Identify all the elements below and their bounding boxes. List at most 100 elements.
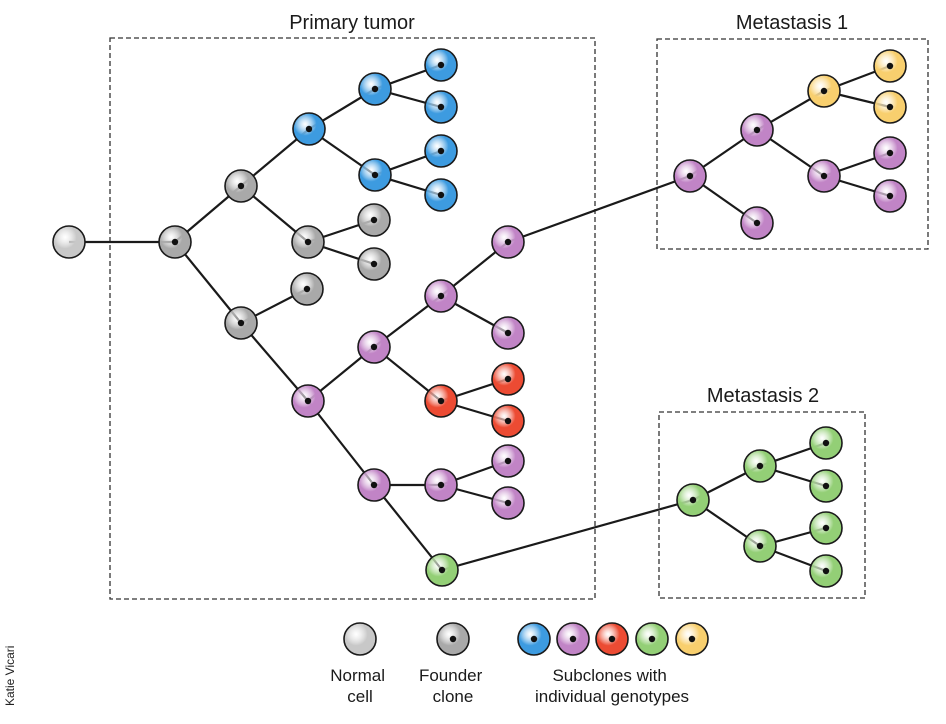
cell-green-m2e: [809, 469, 843, 503]
legend-subclone-blue-nucleus: [530, 635, 538, 643]
cell-yellow-y3-nucleus: [886, 103, 894, 111]
cell-blue-b3-nucleus: [371, 171, 379, 179]
cell-founder-g5-nucleus: [370, 260, 378, 268]
cell-purple-p3: [357, 468, 391, 502]
legend-subclone-purple-nucleus: [569, 635, 577, 643]
cell-green-gr0-nucleus: [438, 566, 446, 574]
cell-green-m2d-nucleus: [822, 439, 830, 447]
legend-subclone-green: [635, 622, 669, 656]
cell-founder-g4-nucleus: [237, 319, 245, 327]
edge-f0-g4: [174, 241, 242, 324]
cell-green-m2f: [809, 511, 843, 545]
metastasis-1-title: Metastasis 1: [736, 12, 848, 34]
cell-green-m2g: [809, 554, 843, 588]
cell-purple-p2: [357, 330, 391, 364]
cell-green-m2e-nucleus: [822, 482, 830, 490]
cell-red-r3-nucleus: [504, 417, 512, 425]
cell-blue-b2: [358, 72, 392, 106]
cell-founder-g3-nucleus: [370, 216, 378, 224]
cell-blue-b1: [292, 112, 326, 146]
legend-subclone-blue: [517, 622, 551, 656]
cell-blue-b4: [424, 48, 458, 82]
cell-blue-b5: [424, 90, 458, 124]
cell-purple-p3-nucleus: [370, 481, 378, 489]
cell-purple-p4-nucleus: [437, 292, 445, 300]
cell-purple-m1e-nucleus: [886, 149, 894, 157]
cell-purple-p7: [424, 468, 458, 502]
cell-green-m2c: [743, 529, 777, 563]
edge-p5-m1a: [507, 174, 691, 244]
legend-subclone-yellow: [675, 622, 709, 656]
cell-green-m2a-nucleus: [689, 496, 697, 504]
edge-p1-p3: [307, 400, 375, 486]
cell-blue-b3: [358, 158, 392, 192]
cell-purple-p2-nucleus: [370, 343, 378, 351]
cell-purple-m1c-nucleus: [753, 219, 761, 227]
cell-green-m2d: [809, 426, 843, 460]
cell-blue-b1-nucleus: [305, 125, 313, 133]
cell-purple-p9: [491, 486, 525, 520]
cell-green-m2a: [676, 483, 710, 517]
cell-founder-g1: [224, 169, 258, 203]
cell-red-r1-nucleus: [437, 397, 445, 405]
metastasis-2-box: [658, 411, 866, 599]
cell-purple-p7-nucleus: [437, 481, 445, 489]
cell-founder-g6: [290, 272, 324, 306]
legend: [343, 622, 709, 656]
cell-founder-f0: [158, 225, 192, 259]
legend-founder-label: Founder clone: [419, 666, 487, 706]
cell-purple-m1d: [807, 159, 841, 193]
cell-founder-g2: [291, 225, 325, 259]
legend-founder-line-2: clone: [433, 687, 474, 706]
legend-normal-label: Normal cell: [330, 666, 390, 706]
metastasis-1-box: [656, 38, 929, 250]
cell-founder-g1-nucleus: [237, 182, 245, 190]
legend-subclones-line-1: Subclones with: [552, 666, 666, 685]
cell-blue-b6-nucleus: [437, 147, 445, 155]
cell-founder-g2-nucleus: [304, 238, 312, 246]
cell-red-r2: [491, 362, 525, 396]
cell-purple-p6-nucleus: [504, 329, 512, 337]
cell-purple-p1: [291, 384, 325, 418]
cell-founder-g4: [224, 306, 258, 340]
legend-founder-line-1: Founder: [419, 666, 483, 685]
edge-gr0-m2a: [441, 498, 694, 572]
cell-purple-m1b: [740, 113, 774, 147]
regions: Primary tumor Metastasis 1 Metastasis 2: [109, 12, 929, 600]
cell-green-m2g-nucleus: [822, 567, 830, 575]
primary-tumor-box: [109, 37, 596, 600]
cell-founder-g3: [357, 203, 391, 237]
legend-founder-cell: [436, 622, 470, 656]
cell-blue-b5-nucleus: [437, 103, 445, 111]
cell-purple-m1a: [673, 159, 707, 193]
cell-founder-g5: [357, 247, 391, 281]
cell-purple-p4: [424, 279, 458, 313]
cell-purple-m1d-nucleus: [820, 172, 828, 180]
image-credit: Katie Vicari: [3, 646, 17, 706]
cell-purple-p6: [491, 316, 525, 350]
legend-founder-cell-nucleus: [449, 635, 457, 643]
legend-labels: Normal cell Founder clone Subclones with…: [330, 666, 689, 706]
cells: [52, 48, 907, 588]
cell-yellow-y1: [807, 74, 841, 108]
cell-green-m2c-nucleus: [756, 542, 764, 550]
cell-green-m2b: [743, 449, 777, 483]
legend-subclones-line-2: individual genotypes: [535, 687, 689, 706]
edge-g4-p1: [240, 322, 309, 402]
legend-normal-line-1: Normal: [330, 666, 385, 685]
cell-yellow-y1-nucleus: [820, 87, 828, 95]
cell-red-r1: [424, 384, 458, 418]
cell-purple-m1e: [873, 136, 907, 170]
legend-normal-cell: [343, 622, 377, 656]
cell-founder-f0-nucleus: [171, 238, 179, 246]
metastasis-2-title: Metastasis 2: [707, 385, 819, 407]
cell-blue-b6: [424, 134, 458, 168]
cell-purple-m1c: [740, 206, 774, 240]
cell-purple-p5: [491, 225, 525, 259]
cell-purple-p1-nucleus: [304, 397, 312, 405]
cell-yellow-y2: [873, 49, 907, 83]
cell-yellow-y3: [873, 90, 907, 124]
cell-blue-b7-nucleus: [437, 191, 445, 199]
cell-yellow-y2-nucleus: [886, 62, 894, 70]
